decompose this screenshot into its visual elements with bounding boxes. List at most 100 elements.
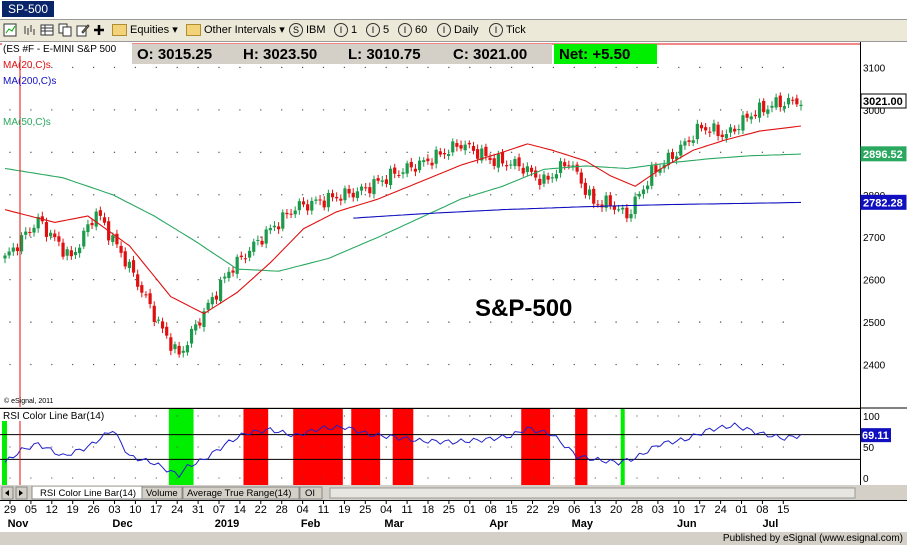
rsi-grid-dot: [761, 446, 764, 448]
svg-text:69.11: 69.11: [862, 430, 889, 442]
grid-dot: [636, 363, 638, 366]
grid-dot: [490, 236, 492, 238]
horizontal-scrollbar[interactable]: [329, 487, 856, 499]
grid-dot: [531, 66, 534, 69]
rsi-grid-dot: [761, 415, 764, 417]
candle: [737, 124, 741, 135]
rsi-grid-dot: [72, 477, 74, 479]
grid-dot: [552, 151, 555, 154]
candle: [306, 199, 310, 215]
tab-atr[interactable]: Average True Range(14): [182, 486, 300, 500]
grid-dot: [176, 278, 178, 281]
grid-dot: [448, 66, 450, 69]
rsi-grid-dot: [573, 477, 575, 479]
tab-nav-next[interactable]: [15, 486, 28, 500]
grid-dot: [448, 194, 450, 196]
candle: [293, 206, 297, 218]
grid-dot: [176, 363, 178, 366]
candle: [521, 163, 525, 177]
other-intervals-menu[interactable]: Other Intervals ▾: [186, 22, 285, 38]
daily-button[interactable]: I Daily: [437, 22, 478, 38]
candle: [492, 153, 496, 170]
x-tick-label: 22: [255, 504, 267, 516]
grid-dot: [510, 194, 513, 196]
x-tick-label: 28: [276, 504, 288, 516]
grid-dot: [9, 194, 11, 196]
candle: [318, 195, 322, 206]
grid-dot: [782, 236, 784, 238]
rsi-panel[interactable]: RSI Color Line Bar(14): [0, 408, 860, 485]
price-panel[interactable]: (ES #F - E-MINI S&P 500 MA(20,C)s MA(200…: [0, 42, 860, 407]
grid-dot: [385, 278, 387, 281]
tab-nav-first[interactable]: [1, 486, 14, 500]
rsi-grid-dot: [113, 446, 116, 448]
grid-dot: [427, 151, 429, 154]
rsi-grid-dot: [594, 415, 596, 417]
edit-icon[interactable]: [76, 22, 90, 38]
grid-dot: [51, 109, 53, 111]
add-icon[interactable]: [92, 22, 106, 38]
candle: [538, 174, 542, 190]
symbol-button[interactable]: S IBM: [289, 22, 326, 38]
x-month-label: Apr: [489, 518, 509, 530]
bar-chart-icon[interactable]: [22, 22, 36, 38]
tab-volume[interactable]: Volume: [141, 486, 183, 500]
interval-60-button[interactable]: I 60: [398, 22, 427, 38]
grid-dot: [699, 236, 701, 238]
grid-dot: [510, 66, 513, 69]
legend-ma50: MA(50,C)s: [3, 117, 51, 128]
grid-dot: [30, 278, 32, 281]
rsi-grid-dot: [406, 415, 408, 417]
rsi-grid-dot: [176, 415, 178, 417]
rsi-grid-dot: [9, 446, 11, 448]
grid-dot: [197, 236, 199, 238]
rsi-grid-dot: [552, 477, 555, 479]
grid-dot: [448, 236, 450, 238]
x-tick-label: 17: [150, 504, 162, 516]
grid-dot: [364, 151, 366, 154]
rsi-oversold-bar: [620, 409, 625, 485]
tick-button[interactable]: I Tick: [489, 22, 526, 38]
grid-dot: [239, 151, 241, 154]
candle: [65, 246, 69, 261]
x-tick-label: 05: [25, 504, 37, 516]
rsi-overbought-bar: [293, 409, 343, 485]
candle: [53, 229, 57, 242]
candle: [152, 301, 156, 327]
candle: [102, 212, 107, 226]
x-tick-label: 28: [631, 504, 643, 516]
grid-dot: [155, 236, 157, 238]
grid-dot: [636, 151, 638, 154]
rsi-grid-dot: [385, 415, 387, 417]
window-titlebar: SP-500: [0, 0, 907, 20]
tab-oi[interactable]: OI: [299, 486, 323, 500]
candle: [123, 247, 127, 270]
candle: [355, 187, 359, 202]
equities-menu[interactable]: Equities ▾: [112, 22, 178, 38]
x-tick-label: 19: [67, 504, 79, 516]
grid-dot: [531, 151, 534, 154]
grid-dot: [406, 66, 408, 69]
grid-dot: [322, 278, 325, 281]
table-icon[interactable]: [40, 22, 54, 38]
grid-dot: [406, 109, 408, 111]
copy-icon[interactable]: [58, 22, 72, 38]
rsi-grid-dot: [448, 446, 450, 448]
candle: [364, 183, 368, 192]
chart-type-icon[interactable]: [3, 22, 17, 38]
candle: [447, 149, 451, 160]
tick-label: Tick: [506, 24, 526, 36]
grid-dot: [30, 151, 32, 154]
x-tick-label: 10: [129, 504, 141, 516]
grid-dot: [343, 66, 346, 69]
grid-dot: [510, 236, 513, 238]
grid-dot: [385, 151, 387, 154]
rsi-grid-dot: [740, 446, 743, 448]
candle: [131, 255, 136, 277]
candle: [542, 170, 546, 188]
x-tick-label: 08: [485, 504, 497, 516]
tab-rsi[interactable]: RSI Color Line Bar(14): [31, 485, 143, 500]
rsi-grid-dot: [51, 446, 53, 448]
